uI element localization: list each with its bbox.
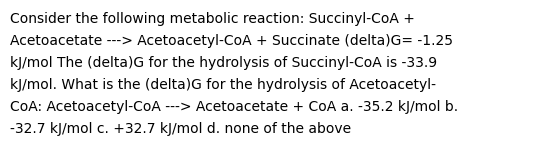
Text: Consider the following metabolic reaction: Succinyl-CoA +: Consider the following metabolic reactio… — [10, 12, 415, 26]
Text: kJ/mol. What is the (delta)G for the hydrolysis of Acetoacetyl-: kJ/mol. What is the (delta)G for the hyd… — [10, 78, 436, 92]
Text: kJ/mol The (delta)G for the hydrolysis of Succinyl-CoA is -33.9: kJ/mol The (delta)G for the hydrolysis o… — [10, 56, 437, 70]
Text: CoA: Acetoacetyl-CoA ---> Acetoacetate + CoA a. -35.2 kJ/mol b.: CoA: Acetoacetyl-CoA ---> Acetoacetate +… — [10, 100, 458, 114]
Text: Acetoacetate ---> Acetoacetyl-CoA + Succinate (delta)G= -1.25: Acetoacetate ---> Acetoacetyl-CoA + Succ… — [10, 34, 453, 48]
Text: -32.7 kJ/mol c. +32.7 kJ/mol d. none of the above: -32.7 kJ/mol c. +32.7 kJ/mol d. none of … — [10, 122, 351, 136]
